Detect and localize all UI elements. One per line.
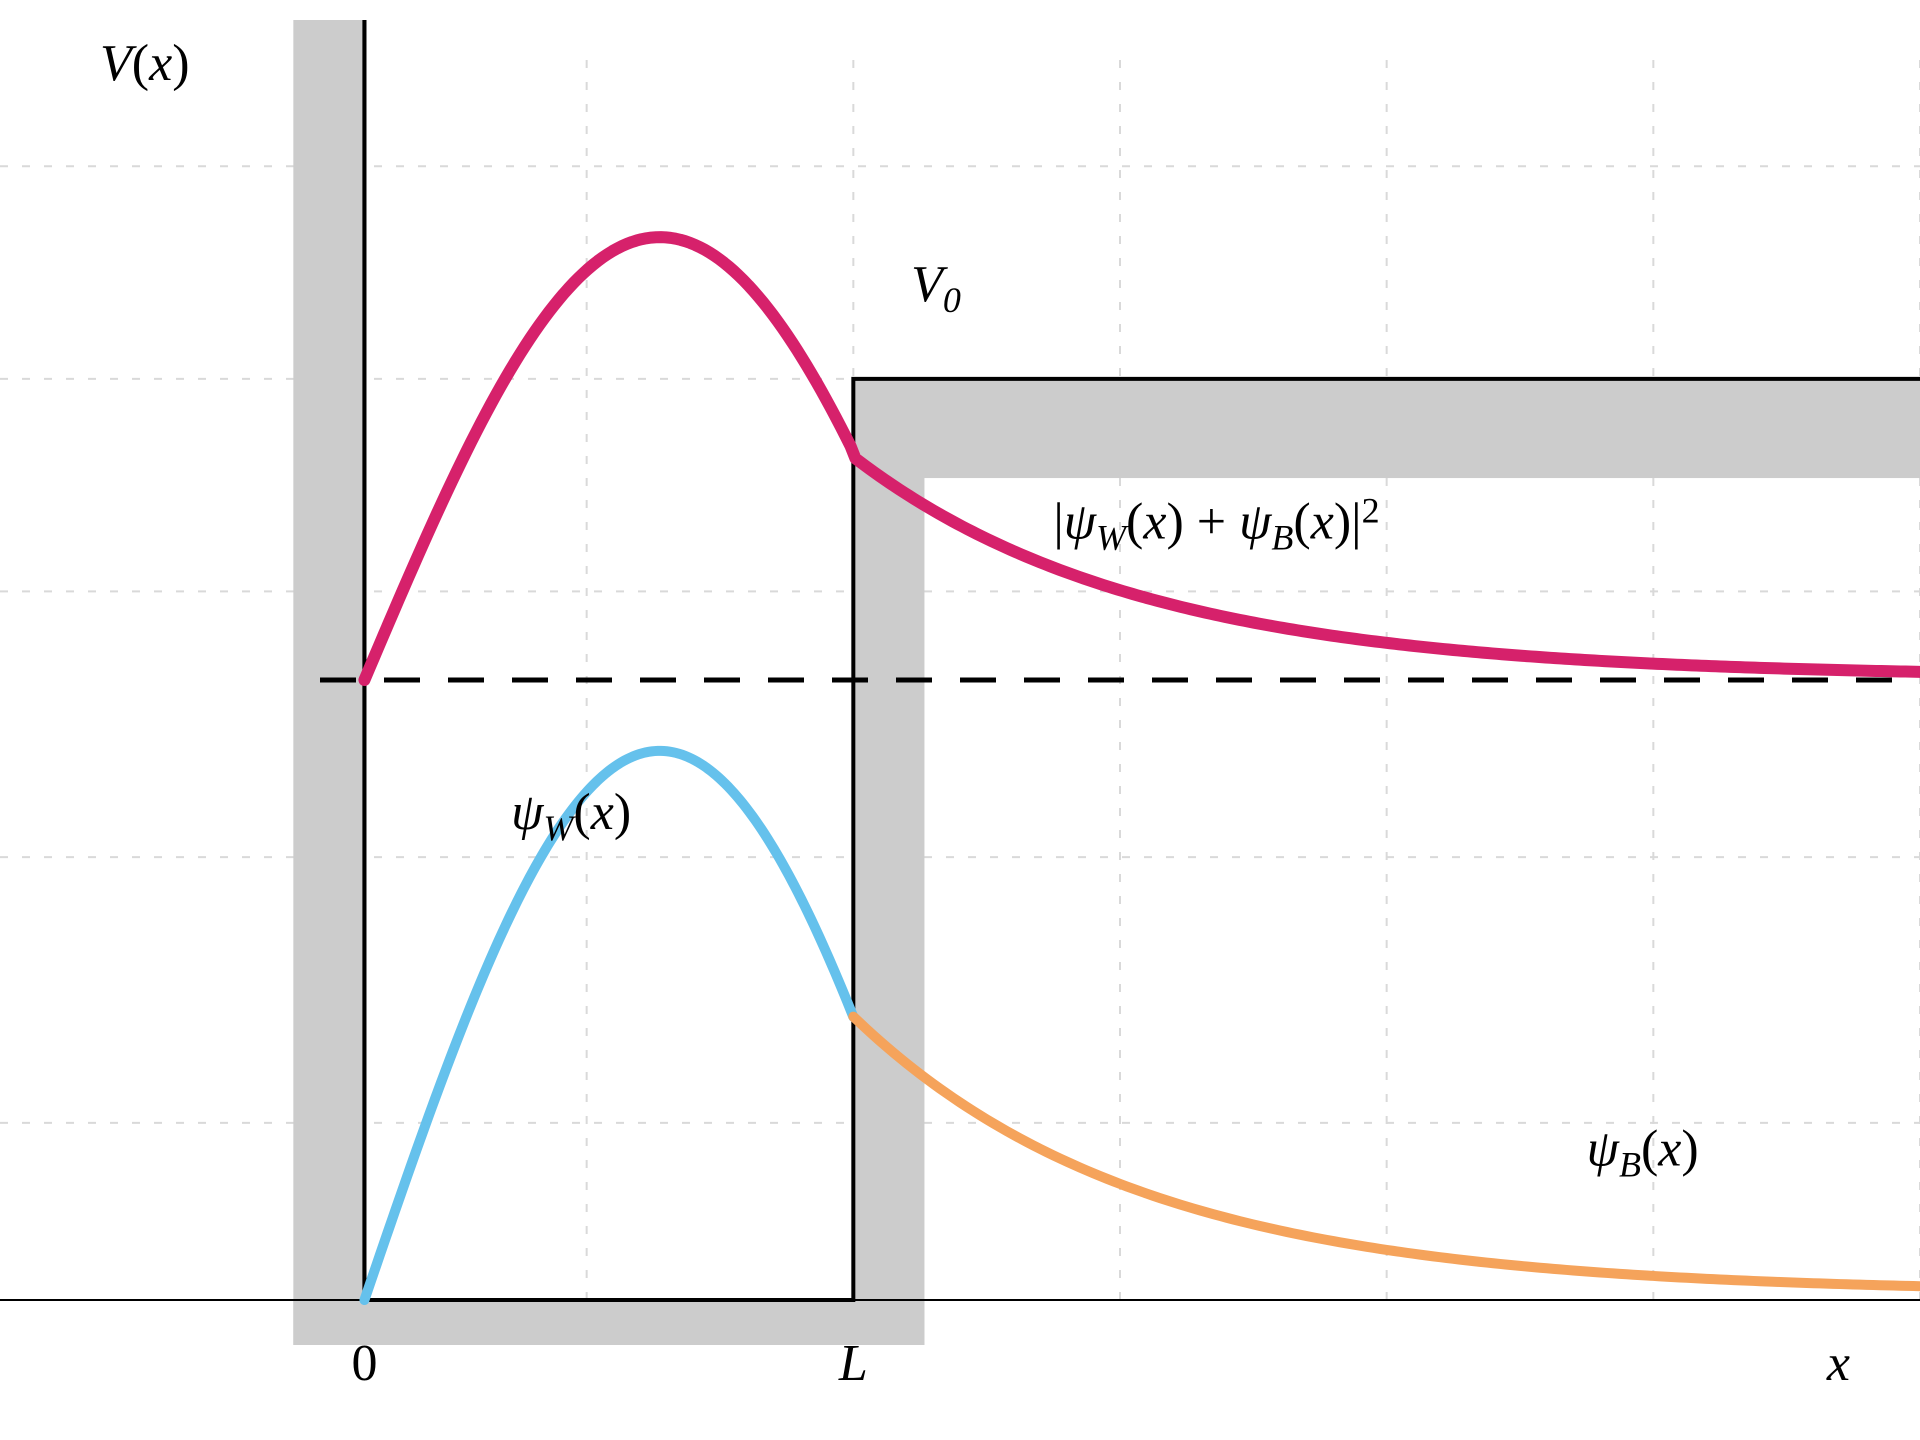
label-L: L (838, 1335, 868, 1392)
plot-background (0, 0, 1920, 1440)
label-x-axis: x (1826, 1335, 1850, 1392)
right-wall-fill (853, 379, 924, 1345)
barrier-fill (853, 379, 1920, 478)
label-psi-B: ψB(x) (1587, 1120, 1699, 1184)
label-origin: 0 (351, 1335, 377, 1392)
figure-svg: V(x)x0LV0ψW(x)ψB(x)|ψW(x) + ψB(x)|2 (0, 0, 1920, 1440)
figure-stage: V(x)x0LV0ψW(x)ψB(x)|ψW(x) + ψB(x)|2 (0, 0, 1920, 1440)
well-floor-fill (293, 1300, 924, 1345)
label-y-axis: V(x) (100, 35, 190, 92)
